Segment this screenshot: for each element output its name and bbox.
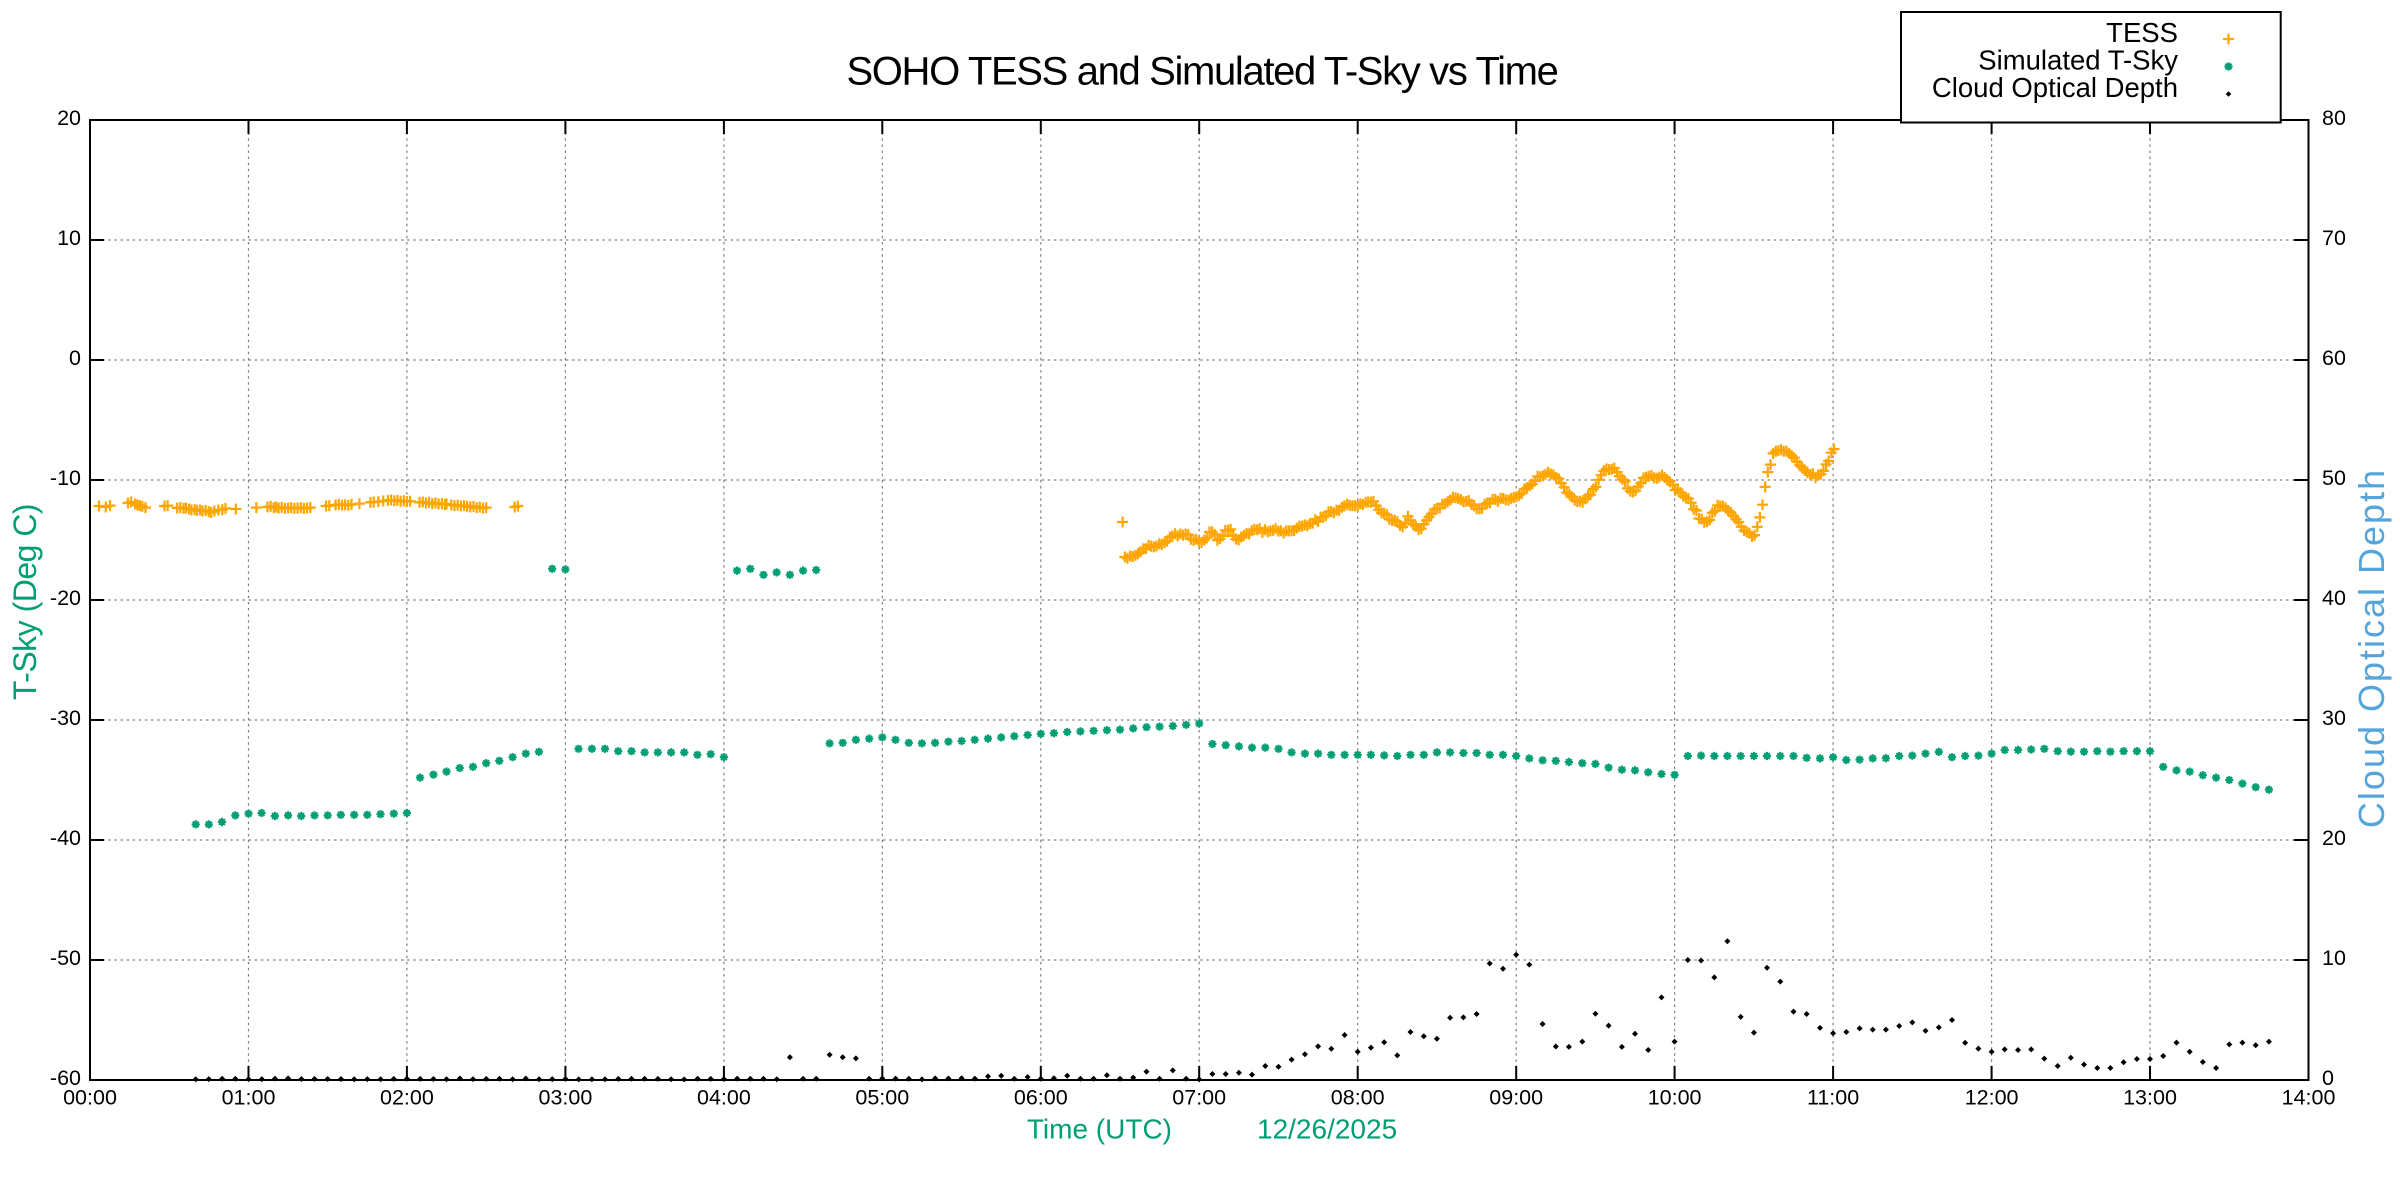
svg-text:Cloud Optical Depth: Cloud Optical Depth: [2351, 468, 2392, 828]
svg-text:10: 10: [57, 226, 81, 250]
svg-text:-20: -20: [50, 586, 81, 610]
svg-text:-10: -10: [50, 466, 81, 490]
svg-text:12:00: 12:00: [1965, 1086, 2019, 1110]
svg-text:04:00: 04:00: [697, 1086, 751, 1110]
svg-text:70: 70: [2322, 226, 2346, 250]
svg-text:10: 10: [2322, 946, 2346, 970]
svg-text:-30: -30: [50, 706, 81, 730]
svg-text:80: 80: [2322, 106, 2346, 130]
svg-text:0: 0: [2322, 1066, 2334, 1090]
svg-text:20: 20: [2322, 826, 2346, 850]
svg-text:09:00: 09:00: [1489, 1086, 1543, 1110]
svg-text:-40: -40: [50, 826, 81, 850]
svg-text:05:00: 05:00: [855, 1086, 909, 1110]
svg-text:00:00: 00:00: [63, 1086, 117, 1110]
svg-text:20: 20: [57, 106, 81, 130]
svg-text:-60: -60: [50, 1066, 81, 1090]
svg-text:01:00: 01:00: [222, 1086, 276, 1110]
svg-text:0: 0: [69, 346, 81, 370]
svg-text:T-Sky (Deg C): T-Sky (Deg C): [7, 504, 43, 700]
svg-text:12/26/2025: 12/26/2025: [1257, 1114, 1397, 1145]
svg-text:Simulated T-Sky: Simulated T-Sky: [1978, 45, 2178, 76]
svg-text:40: 40: [2322, 586, 2346, 610]
svg-text:07:00: 07:00: [1172, 1086, 1226, 1110]
svg-text:10:00: 10:00: [1648, 1086, 1702, 1110]
svg-text:03:00: 03:00: [538, 1086, 592, 1110]
svg-text:06:00: 06:00: [1014, 1086, 1068, 1110]
svg-text:02:00: 02:00: [380, 1086, 434, 1110]
svg-text:Time (UTC): Time (UTC): [1027, 1114, 1172, 1145]
svg-text:60: 60: [2322, 346, 2346, 370]
svg-text:08:00: 08:00: [1331, 1086, 1385, 1110]
svg-text:50: 50: [2322, 466, 2346, 490]
svg-text:30: 30: [2322, 706, 2346, 730]
svg-text:-50: -50: [50, 946, 81, 970]
svg-text:13:00: 13:00: [2123, 1086, 2177, 1110]
svg-text:TESS: TESS: [2106, 17, 2178, 48]
svg-text:Cloud Optical Depth: Cloud Optical Depth: [1932, 72, 2178, 103]
svg-text:14:00: 14:00: [2282, 1086, 2336, 1110]
svg-text:SOHO TESS and Simulated T-Sky: SOHO TESS and Simulated T-Sky vs Time: [846, 50, 1557, 94]
svg-text:11:00: 11:00: [1807, 1086, 1859, 1110]
